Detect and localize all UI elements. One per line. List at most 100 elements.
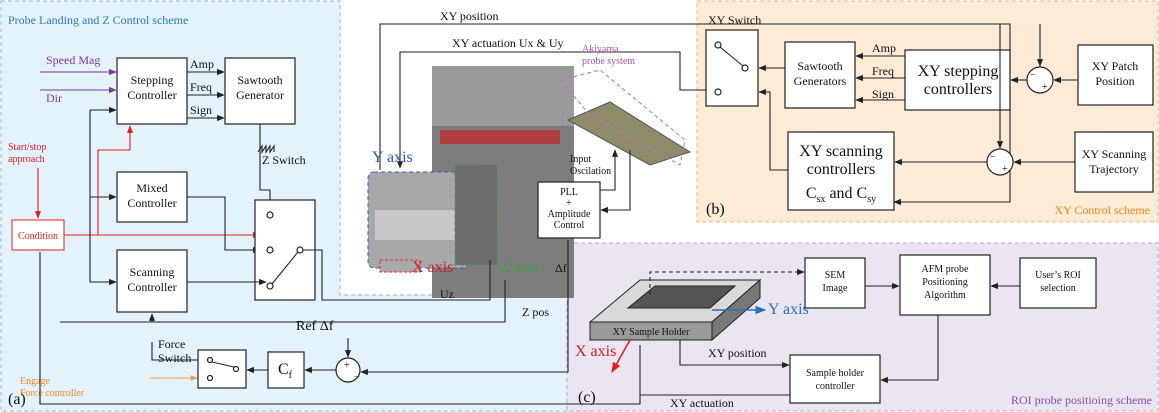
shape bbox=[679, 340, 790, 369]
block-label: XY scanning controllers bbox=[799, 143, 882, 178]
shape bbox=[259, 124, 271, 206]
shape bbox=[206, 374, 214, 382]
shape bbox=[266, 246, 274, 254]
label: XY Sample Holder bbox=[613, 327, 691, 338]
shape bbox=[719, 46, 744, 67]
shape bbox=[758, 88, 788, 171]
shape bbox=[211, 361, 235, 368]
block-label: XY Patch Position bbox=[1092, 59, 1139, 88]
label: Input Oscilation bbox=[570, 154, 611, 177]
shape bbox=[559, 69, 686, 166]
shape bbox=[626, 285, 737, 309]
shape bbox=[714, 88, 722, 96]
shape bbox=[1077, 44, 1154, 106]
block-label: Csx and Csy bbox=[806, 185, 876, 205]
block-label: Condition bbox=[18, 231, 58, 242]
shape bbox=[804, 257, 866, 309]
axis-label: Z axis bbox=[500, 259, 540, 276]
label: Dir bbox=[46, 91, 62, 105]
shape bbox=[880, 315, 939, 384]
shape bbox=[784, 41, 856, 109]
sign: + bbox=[1042, 82, 1048, 93]
label: Sign bbox=[872, 87, 894, 101]
shape bbox=[116, 57, 188, 125]
shape bbox=[187, 196, 261, 254]
label: XY position bbox=[708, 346, 767, 360]
shape bbox=[116, 249, 188, 313]
shape bbox=[303, 249, 491, 301]
block-label: AFM probe Positioning Algorithm bbox=[922, 264, 970, 301]
shape bbox=[224, 57, 296, 125]
block-label: PLL + Amplitude Control bbox=[548, 187, 591, 231]
block-label: Sawtooth Generators bbox=[794, 59, 847, 88]
sign: + bbox=[1002, 164, 1008, 175]
shape bbox=[379, 23, 1011, 206]
shape bbox=[611, 339, 631, 373]
label: Freq bbox=[872, 64, 894, 78]
shape bbox=[787, 131, 895, 211]
block-label: Sample holder controller bbox=[806, 368, 865, 392]
axis-label: Y axis bbox=[768, 301, 809, 318]
label: Δf bbox=[555, 261, 567, 275]
block-label: Sawtooth Generator bbox=[236, 73, 284, 102]
shape bbox=[440, 130, 560, 144]
panel-c: XY Sample Holder Y axis X axis SEM Image … bbox=[575, 254, 1152, 410]
shape bbox=[566, 101, 692, 166]
label: Start/stop approach bbox=[8, 142, 46, 165]
shape bbox=[266, 211, 274, 219]
panel-a: Probe Landing and Z Control scheme Speed… bbox=[8, 13, 641, 408]
label: Z pos bbox=[522, 305, 549, 319]
label: Engage Force controller bbox=[20, 376, 85, 399]
label: Force Switch bbox=[158, 337, 191, 365]
shape bbox=[360, 240, 569, 376]
panel-title: ROI probe positioing scheme bbox=[1011, 393, 1152, 407]
shape bbox=[600, 149, 619, 191]
label: Amp bbox=[190, 57, 214, 71]
sign: + bbox=[344, 360, 350, 371]
label: XY actuation bbox=[670, 396, 734, 410]
label: Freq bbox=[190, 80, 212, 94]
label: Akiyama probe system bbox=[582, 44, 635, 67]
shape bbox=[741, 64, 749, 72]
photo bbox=[367, 66, 692, 298]
block-label: Mixed Controller bbox=[127, 181, 176, 210]
shape bbox=[454, 164, 498, 266]
shape bbox=[266, 282, 274, 290]
block-label: Cf bbox=[278, 361, 293, 381]
label: XY Switch bbox=[708, 13, 761, 27]
shape bbox=[705, 29, 759, 107]
label: Uz bbox=[440, 287, 454, 301]
block-label: Stepping Controller bbox=[127, 73, 176, 102]
shape bbox=[39, 252, 641, 405]
label: Z Switch bbox=[262, 153, 306, 167]
block-label: SEM Image bbox=[823, 270, 849, 294]
label: Sign bbox=[190, 103, 212, 117]
sign: − bbox=[354, 372, 360, 383]
label: XY actuation Ux & Uy bbox=[452, 36, 564, 50]
shape bbox=[714, 41, 722, 49]
shape bbox=[89, 110, 117, 286]
sign: − bbox=[990, 152, 996, 163]
panel-b: XY Switch Sawtooth Generators Amp Freq Si… bbox=[705, 13, 1154, 218]
panel-label: (b) bbox=[706, 201, 725, 218]
label: Amp bbox=[872, 41, 896, 55]
shape bbox=[537, 181, 601, 239]
block-label: XY Scanning Trajectory bbox=[1082, 147, 1147, 176]
shape bbox=[899, 254, 991, 316]
panel-label: (a) bbox=[8, 391, 26, 408]
shape bbox=[1019, 257, 1097, 309]
panel-title: Probe Landing and Z Control scheme bbox=[8, 13, 188, 27]
shape bbox=[375, 210, 455, 240]
axis-label: Y axis bbox=[372, 149, 413, 166]
center: XY position XY actuation Ux & Uy Akiyama… bbox=[372, 9, 1011, 276]
shape bbox=[904, 49, 1011, 111]
shape bbox=[232, 365, 240, 373]
shape bbox=[151, 342, 198, 361]
shape bbox=[257, 144, 275, 154]
axis-label: X axis bbox=[412, 259, 453, 276]
block-label: Scanning Controller bbox=[127, 265, 176, 294]
panel-title: XY Control scheme bbox=[1054, 203, 1150, 217]
shape bbox=[379, 259, 421, 273]
label: XY position bbox=[440, 9, 499, 23]
